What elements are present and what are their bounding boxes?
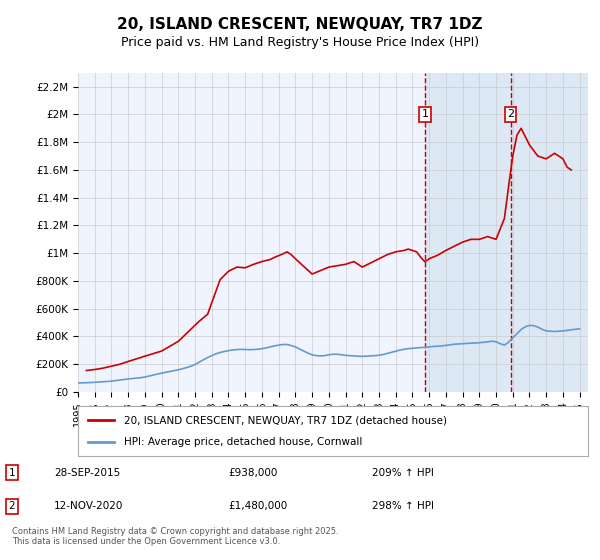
Text: 1: 1 xyxy=(8,468,16,478)
Text: £1,480,000: £1,480,000 xyxy=(228,501,287,511)
Text: Contains HM Land Registry data © Crown copyright and database right 2025.
This d: Contains HM Land Registry data © Crown c… xyxy=(12,526,338,546)
Bar xyxy=(425,73,588,392)
Text: Price paid vs. HM Land Registry's House Price Index (HPI): Price paid vs. HM Land Registry's House … xyxy=(121,36,479,49)
Text: 28-SEP-2015: 28-SEP-2015 xyxy=(54,468,120,478)
Text: 20, ISLAND CRESCENT, NEWQUAY, TR7 1DZ (detached house): 20, ISLAND CRESCENT, NEWQUAY, TR7 1DZ (d… xyxy=(124,415,447,425)
Text: 298% ↑ HPI: 298% ↑ HPI xyxy=(372,501,434,511)
Text: £938,000: £938,000 xyxy=(228,468,277,478)
Text: 2: 2 xyxy=(507,109,514,119)
Text: 1: 1 xyxy=(421,109,428,119)
Text: 20, ISLAND CRESCENT, NEWQUAY, TR7 1DZ: 20, ISLAND CRESCENT, NEWQUAY, TR7 1DZ xyxy=(117,17,483,32)
Text: 209% ↑ HPI: 209% ↑ HPI xyxy=(372,468,434,478)
Text: HPI: Average price, detached house, Cornwall: HPI: Average price, detached house, Corn… xyxy=(124,437,362,447)
Text: 2: 2 xyxy=(8,501,16,511)
Text: 12-NOV-2020: 12-NOV-2020 xyxy=(54,501,124,511)
